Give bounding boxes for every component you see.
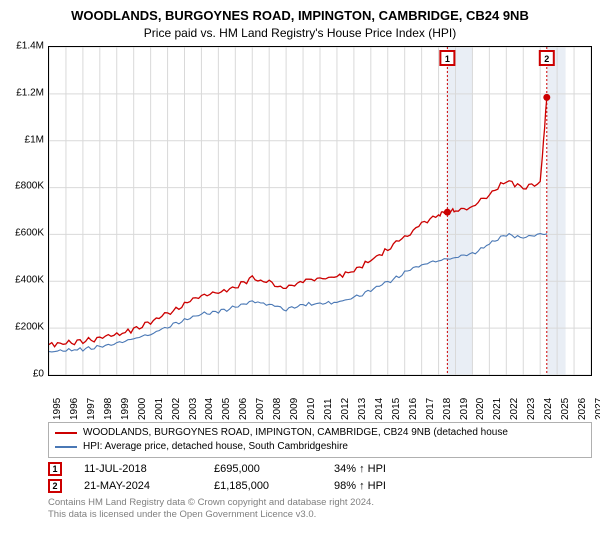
chart-title: WOODLANDS, BURGOYNES ROAD, IMPINGTON, CA…	[6, 8, 594, 25]
footer-line2: This data is licensed under the Open Gov…	[48, 509, 592, 521]
x-tick-label: 2018	[442, 398, 453, 420]
x-tick-label: 2024	[543, 398, 554, 420]
sale-delta: 98% ↑ HPI	[334, 480, 454, 492]
x-tick-label: 2013	[357, 398, 368, 420]
x-tick-label: 2008	[272, 398, 283, 420]
x-tick-label: 2000	[137, 398, 148, 420]
root: WOODLANDS, BURGOYNES ROAD, IMPINGTON, CA…	[0, 0, 600, 522]
legend-row: WOODLANDS, BURGOYNES ROAD, IMPINGTON, CA…	[55, 426, 585, 440]
sales-table: 1 11-JUL-2018£695,00034% ↑ HPI 2 21-MAY-202…	[48, 462, 592, 493]
chart-subtitle: Price paid vs. HM Land Registry's House …	[6, 26, 594, 40]
y-axis-labels: £0£200K£400K£600K£800K£1M£1.2M£1.4M	[6, 46, 46, 416]
sale-row: 2 21-MAY-2024£1,185,00098% ↑ HPI	[48, 479, 592, 493]
x-tick-label: 2021	[492, 398, 503, 420]
y-tick-label: £1M	[25, 134, 44, 145]
legend-label: WOODLANDS, BURGOYNES ROAD, IMPINGTON, CA…	[83, 426, 508, 440]
x-tick-label: 2001	[154, 398, 165, 420]
y-tick-label: £0	[33, 368, 44, 379]
sale-delta: 34% ↑ HPI	[334, 463, 454, 475]
x-tick-label: 2017	[425, 398, 436, 420]
sale-marker: 2	[48, 479, 62, 493]
x-tick-label: 2014	[374, 398, 385, 420]
x-tick-label: 1999	[120, 398, 131, 420]
x-tick-label: 2010	[306, 398, 317, 420]
legend-label: HPI: Average price, detached house, Sout…	[83, 440, 348, 454]
sale-date: 11-JUL-2018	[84, 463, 214, 475]
x-tick-label: 2006	[238, 398, 249, 420]
x-tick-label: 1998	[103, 398, 114, 420]
x-tick-label: 2007	[255, 398, 266, 420]
y-tick-label: £400K	[15, 275, 44, 286]
sale-row: 1 11-JUL-2018£695,00034% ↑ HPI	[48, 462, 592, 476]
x-tick-label: 2023	[526, 398, 537, 420]
x-tick-label: 2005	[221, 398, 232, 420]
x-axis-labels: 1995199619971998199920002001200220032004…	[48, 378, 592, 416]
x-tick-label: 2026	[577, 398, 588, 420]
legend-swatch	[55, 432, 77, 434]
sale-price: £695,000	[214, 463, 334, 475]
x-tick-label: 2012	[340, 398, 351, 420]
x-tick-label: 2022	[509, 398, 520, 420]
y-tick-label: £200K	[15, 322, 44, 333]
svg-text:2: 2	[544, 54, 549, 64]
svg-text:1: 1	[445, 54, 450, 64]
x-tick-label: 2019	[459, 398, 470, 420]
footer-line1: Contains HM Land Registry data © Crown c…	[48, 497, 592, 509]
sale-marker: 1	[48, 462, 62, 476]
x-tick-label: 2009	[289, 398, 300, 420]
chart-area: £0£200K£400K£600K£800K£1M£1.2M£1.4M 12 1…	[6, 46, 592, 416]
x-tick-label: 2016	[408, 398, 419, 420]
legend-swatch	[55, 446, 77, 448]
sale-date: 21-MAY-2024	[84, 480, 214, 492]
y-tick-label: £1.2M	[16, 87, 44, 98]
x-tick-label: 2011	[323, 398, 334, 420]
x-tick-label: 2015	[391, 398, 402, 420]
sale-price: £1,185,000	[214, 480, 334, 492]
x-tick-label: 2002	[171, 398, 182, 420]
y-tick-label: £800K	[15, 181, 44, 192]
y-tick-label: £1.4M	[16, 40, 44, 51]
x-tick-label: 1997	[86, 398, 97, 420]
x-tick-label: 2020	[475, 398, 486, 420]
legend-row: HPI: Average price, detached house, Sout…	[55, 440, 585, 454]
footer: Contains HM Land Registry data © Crown c…	[48, 497, 592, 522]
x-tick-label: 2003	[188, 398, 199, 420]
plot: 12	[48, 46, 592, 376]
x-tick-label: 1996	[69, 398, 80, 420]
x-tick-label: 1995	[52, 398, 63, 420]
x-tick-label: 2027	[594, 398, 600, 420]
x-tick-label: 2004	[204, 398, 215, 420]
y-tick-label: £600K	[15, 228, 44, 239]
plot-svg: 12	[49, 47, 591, 375]
x-tick-label: 2025	[560, 398, 571, 420]
legend: WOODLANDS, BURGOYNES ROAD, IMPINGTON, CA…	[48, 422, 592, 458]
